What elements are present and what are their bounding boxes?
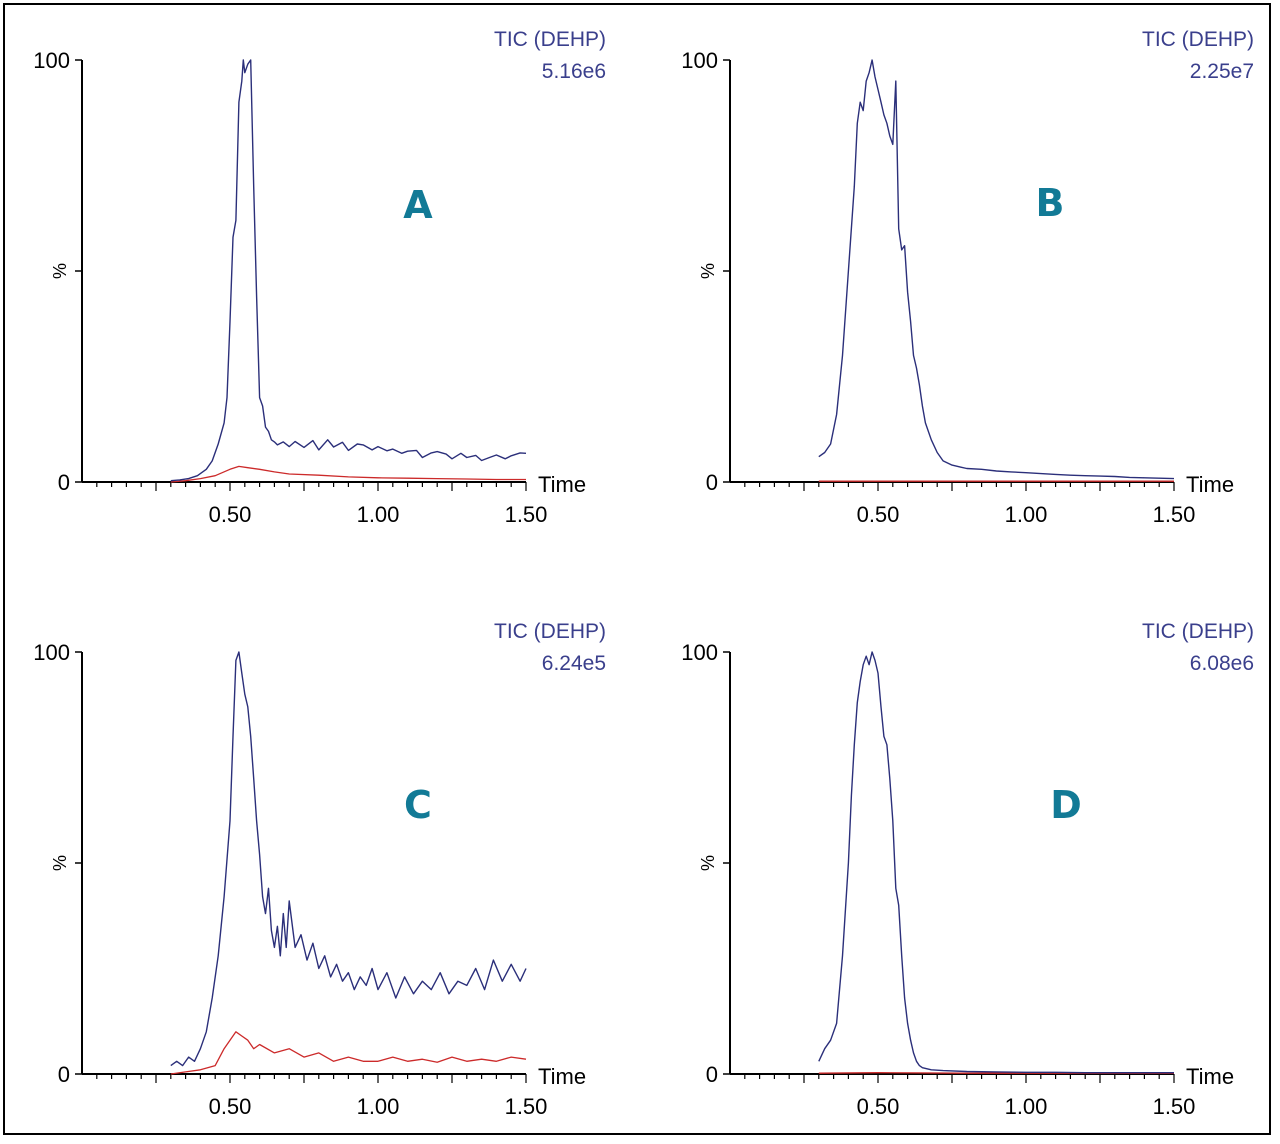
- panel-a-y-tick-label-0: 0: [58, 470, 70, 495]
- panel-b-x-tick-label: 1.00: [1005, 502, 1048, 527]
- panel-b-x-tick-label: 0.50: [857, 502, 900, 527]
- panel-a-x-tick-label: 0.50: [209, 502, 252, 527]
- panel-d-y-tick-label-0: 0: [706, 1062, 718, 1087]
- panel-b-y-tick-label-0: 0: [706, 470, 718, 495]
- panel-d-tic-trace: [818, 651, 1174, 1074]
- panel-c-baseline-trace: [170, 1031, 527, 1075]
- panel-a-y-label: %: [50, 263, 70, 279]
- panel-c-tic-trace: [170, 651, 527, 1067]
- panel-c-y-label: %: [50, 855, 70, 871]
- panel-b-trace-name: TIC (DEHP): [1142, 28, 1254, 51]
- panel-d-x-tick-label: 1.50: [1153, 1094, 1196, 1119]
- panel-d-y-tick-label-100: 100: [681, 640, 718, 665]
- panel-a-baseline-trace: [170, 465, 526, 483]
- panel-d-letter: D: [1050, 783, 1082, 827]
- panel-d-x-label: Time: [1186, 1064, 1234, 1089]
- panel-b-letter: B: [1036, 181, 1065, 225]
- panel-c-x-tick-label: 1.00: [357, 1094, 400, 1119]
- panel-d-trace-name: TIC (DEHP): [1142, 620, 1254, 643]
- panel-d-intensity: 6.08e6: [1190, 652, 1254, 675]
- panel-c-letter: C: [404, 783, 432, 827]
- panel-c-intensity: 6.24e5: [542, 652, 606, 675]
- panel-b-x-label: Time: [1186, 472, 1234, 497]
- panel-c-x-label: Time: [538, 1064, 586, 1089]
- panel-c-x-tick-label: 0.50: [209, 1094, 252, 1119]
- panel-c-y-tick-label-0: 0: [58, 1062, 70, 1087]
- figure-frame: [3, 3, 1271, 1135]
- panel-b-y-tick-label-100: 100: [681, 48, 718, 73]
- panel-c-trace-name: TIC (DEHP): [494, 620, 606, 643]
- panel-b-x-tick-label: 1.50: [1153, 502, 1196, 527]
- panel-c-x-tick-label: 1.50: [505, 1094, 548, 1119]
- panel-a-intensity: 5.16e6: [542, 60, 606, 83]
- panel-b-y-label: %: [698, 263, 718, 279]
- panel-b-intensity: 2.25e7: [1190, 60, 1254, 83]
- panel-a-letter: A: [403, 183, 433, 227]
- panel-a-y-tick-label-100: 100: [33, 48, 70, 73]
- panel-b-tic-trace: [818, 59, 1175, 480]
- panel-a-x-tick-label: 1.50: [505, 502, 548, 527]
- panel-a-x-tick-label: 1.00: [357, 502, 400, 527]
- panel-a-tic-trace: [170, 59, 527, 482]
- panel-c-y-tick-label-100: 100: [33, 640, 70, 665]
- panel-a-x-label: Time: [538, 472, 586, 497]
- panel-d-x-tick-label: 0.50: [857, 1094, 900, 1119]
- panel-d-y-label: %: [698, 855, 718, 871]
- panel-d-x-tick-label: 1.00: [1005, 1094, 1048, 1119]
- panel-a-trace-name: TIC (DEHP): [494, 28, 606, 51]
